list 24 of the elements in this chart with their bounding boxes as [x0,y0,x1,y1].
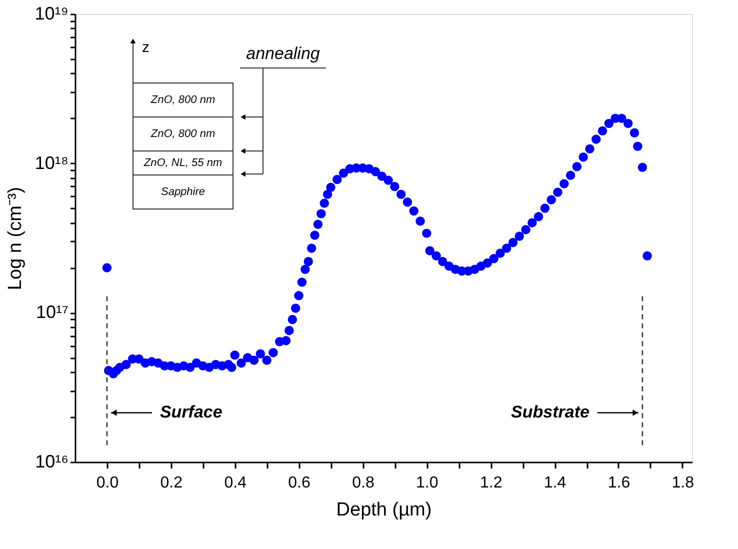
x-axis-title: Depth (µm) [336,500,432,520]
y-tick-label: 10¹⁹ [34,4,68,24]
y-tick-label: 10¹⁷ [36,302,68,322]
x-tick-label: 0.2 [160,474,183,492]
x-tick-label: 0.0 [96,474,119,492]
x-tick-label: 1.8 [672,474,694,492]
y-tick-label: 10¹⁶ [35,452,68,472]
annotation: ZnO, 800 nm [150,94,216,106]
x-tick-label: 1.0 [416,474,438,492]
x-tick-label: 0.6 [288,474,310,492]
annotation: Sapphire [160,186,206,198]
annotation: z [142,39,150,56]
annotation: ZnO, NL, 55 nm [142,157,222,169]
ref-line-label: Substrate [511,402,590,422]
x-tick-label: 0.4 [224,474,247,492]
x-tick-label: 1.6 [608,474,630,492]
ref-line-label: Surface [160,402,222,422]
annotation: ZnO, 800 nm [150,128,216,140]
x-tick-label: 0.8 [352,474,374,492]
y-axis-title: Log n (cm⁻³) [4,186,26,290]
x-tick-label: 1.4 [544,474,566,492]
y-tick-label: 10¹⁸ [34,152,68,173]
x-tick-label: 1.2 [480,474,502,492]
annotation: annealing [246,44,320,63]
